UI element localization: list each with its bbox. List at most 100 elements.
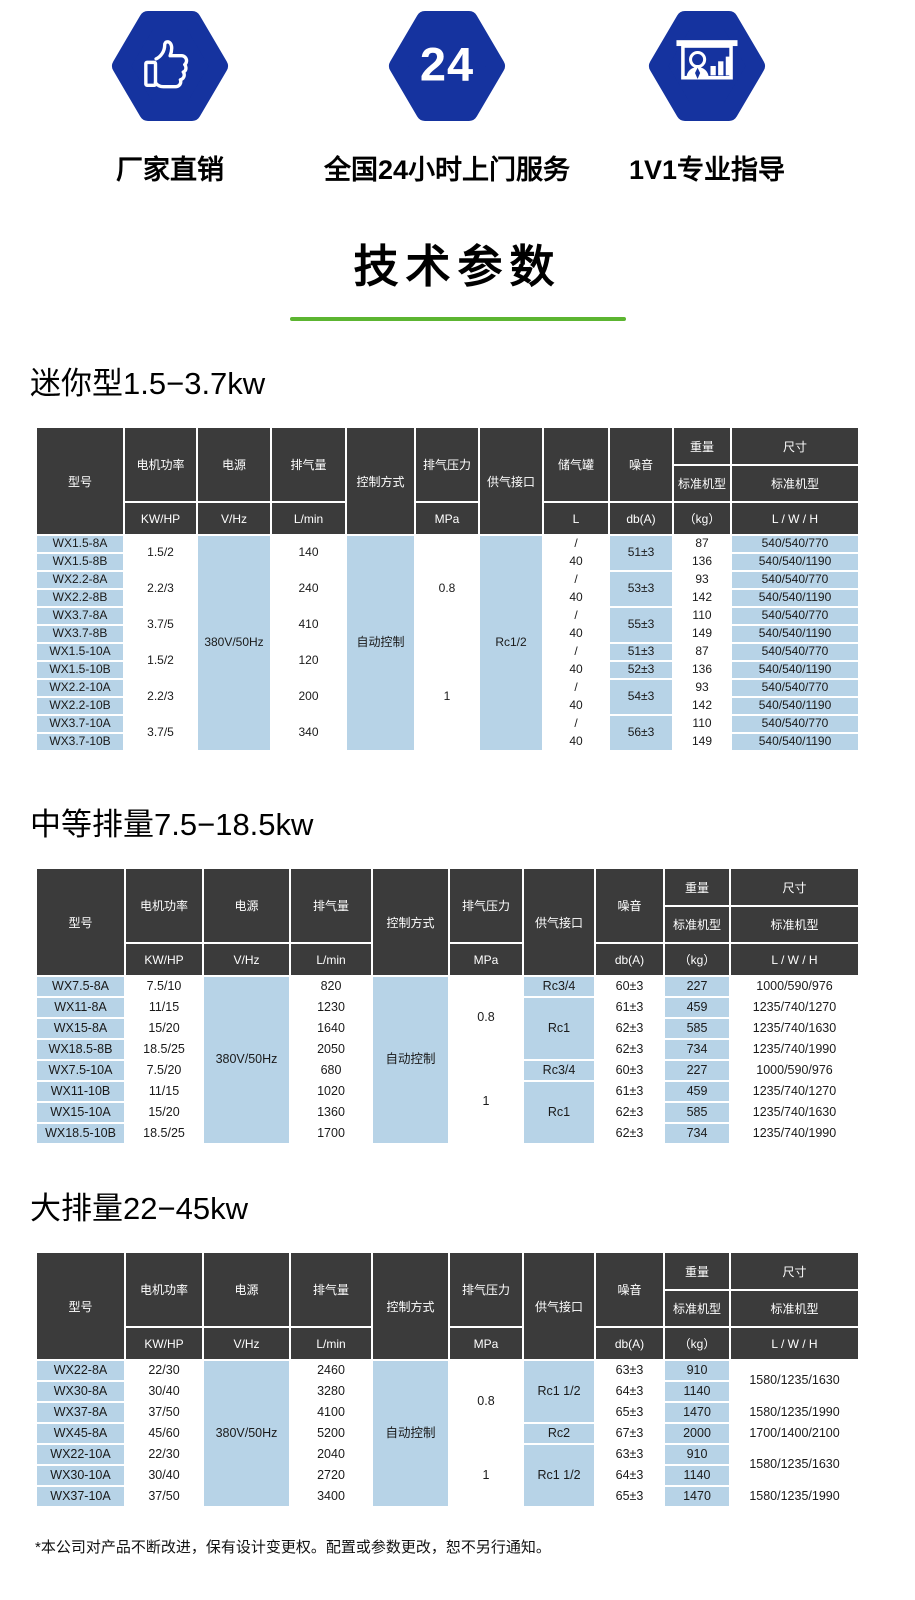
spec-header-cell: 排气量 [289, 1251, 373, 1328]
spec-cell: 2050 [289, 1038, 373, 1061]
table-header-row: 型号 电机功率 电源 排气量 控制方式 排气压力 供气接口 噪音 重量 尺寸 [35, 1251, 860, 1361]
table-row: WX45-8A 45/60 5200 Rc2 67±3 2000 1700/1400/210… [35, 1422, 860, 1445]
spec-cell: / [542, 714, 610, 734]
spec-header-cell: 标准机型 [663, 905, 731, 944]
spec-cell: WX3.7-10A [35, 714, 125, 734]
table-header-row: KW/HP V/Hz L/min MPa db(A) （kg） L / W / H [36, 942, 860, 977]
spec-header-cell: 重量 [663, 867, 731, 907]
spec-cell: 15/20 [124, 1101, 204, 1124]
spec-cell: 3.7/5 [123, 714, 198, 752]
spec-header-cell: （kg） [663, 1326, 731, 1361]
spec-cell: 142 [672, 696, 732, 716]
spec-cell: 1140 [663, 1380, 731, 1403]
spec-cell: Rc2 [522, 1422, 596, 1445]
spec-header-cell: L / W / H [729, 942, 860, 977]
table-row: WX11-8A 11/15 1230 Rc1 61±3 459 1235/740/1270 [35, 996, 860, 1061]
spec-cell: WX1.5-10A [35, 642, 125, 662]
spec-header-cell: 尺寸 [730, 426, 860, 466]
spec-cell: 1580/1235/1630 [729, 1359, 860, 1403]
spec-header-cell: 控制方式 [345, 426, 416, 536]
table-row: WX18.5-8B 18.5/25 2050 62±3 734 1235/740/1990 [35, 1038, 860, 1061]
title-underline [289, 317, 626, 321]
spec-cell: 3400 [289, 1485, 373, 1508]
spec-cell: 680 [289, 1059, 373, 1082]
spec-cell: 149 [672, 732, 732, 752]
spec-header-cell: 排气量 [289, 867, 373, 944]
spec-cell: 60±3 [594, 1059, 665, 1082]
spec-header-cell: 型号 [35, 867, 126, 977]
spec-cell: 1235/740/1270 [729, 1080, 860, 1103]
spec-cell: 1470 [663, 1401, 731, 1424]
spec-header-cell: 控制方式 [371, 1251, 450, 1361]
spec-cell: WX1.5-8A [35, 534, 125, 554]
spec-cell: 64±3 [594, 1464, 665, 1487]
spec-cell: 40 [542, 660, 610, 680]
spec-header-cell: 排气压力 [448, 867, 524, 944]
table-row: WX18.5-10B 18.5/25 1700 62±3 734 1235/740/199… [35, 1122, 860, 1145]
spec-cell: 380V/50Hz [196, 534, 272, 752]
spec-cell: 200 [270, 678, 347, 716]
spec-table: 型号 电机功率 电源 排气量 控制方式 排气压力 供气接口 噪音 重量 尺寸 标准机型 标准机型 KW/… [35, 867, 860, 1145]
spec-cell: 540/540/1190 [730, 588, 860, 608]
spec-header-cell: 标准机型 [730, 464, 860, 503]
spec-cell: 540/540/1190 [730, 696, 860, 716]
spec-cell: 380V/50Hz [202, 1359, 291, 1508]
spec-cell: 自动控制 [371, 975, 450, 1145]
table-row: WX7.5-10A 7.5/20 680 1 Rc3/4 60±3 227 1000/590/… [35, 1059, 860, 1145]
table-row: WX1.5-10B 40 52±3 136 540/540/1190 [35, 660, 860, 680]
section-heading: 中等排量7.5−18.5kw [30, 807, 314, 842]
spec-cell: 2040 [289, 1443, 373, 1466]
spec-cell: 1580/1235/1990 [729, 1401, 860, 1424]
spec-header-cell: 标准机型 [672, 464, 732, 503]
spec-header-cell: 尺寸 [729, 867, 860, 907]
spec-cell: / [542, 642, 610, 662]
spec-cell: WX2.2-8B [35, 588, 125, 608]
table-row: WX15-8A 15/20 1640 62±3 585 1235/740/1630 [35, 1017, 860, 1040]
spec-cell: 64±3 [594, 1380, 665, 1403]
section-heading: 大排量22−45kw [30, 1191, 248, 1226]
table-row: WX37-10A 37/50 3400 65±3 1470 1580/1235/1990 [35, 1485, 860, 1508]
table-row: WX3.7-8A 3.7/5 410 /55±3 110 540/540/770 [35, 606, 860, 644]
spec-header-cell: 排气压力 [414, 426, 480, 503]
spec-cell: 459 [663, 1080, 731, 1103]
table-header-row: 标准机型 标准机型 [36, 905, 860, 944]
spec-cell: 11/15 [124, 996, 204, 1019]
spec-cell: 62±3 [594, 1038, 665, 1061]
spec-cell: 53±3 [608, 570, 674, 608]
spec-cell: / [542, 534, 610, 554]
table-row: WX22-8A 22/30 380V/50Hz 2460 自动控制 0.8 Rc1 1/2 6… [35, 1359, 860, 1508]
spec-cell: WX2.2-8A [35, 570, 125, 590]
spec-cell: 585 [663, 1101, 731, 1124]
spec-cell: 540/540/1190 [730, 624, 860, 644]
table-row: WX1.5-8B 40 136 540/540/1190 [35, 552, 860, 572]
spec-cell: 1235/740/1990 [729, 1122, 860, 1145]
thumbs-up-icon [144, 40, 189, 89]
spec-cell: 61±3 [594, 1080, 665, 1103]
spec-cell: 62±3 [594, 1101, 665, 1124]
spec-cell: WX18.5-8B [35, 1038, 126, 1061]
spec-header-cell: V/Hz [196, 501, 272, 536]
section-mini: 迷你型1.5−3.7kw 型号 电机功率 电源 排气量 控制方式 排气压力 供气接口 储气罐噪… [0, 358, 915, 752]
spec-cell: 30/40 [124, 1464, 204, 1487]
spec-header-cell: db(A) [594, 1326, 665, 1361]
spec-header-cell: MPa [414, 501, 480, 536]
section-medium: 中等排量7.5−18.5kw 型号 电机功率 电源 排气量 控制方式 排气压力 供气接口 噪音… [0, 799, 915, 1145]
spec-header-cell: 供气接口 [478, 426, 544, 536]
spec-cell: 1 [414, 642, 480, 752]
spec-header-cell: 排气量 [270, 426, 347, 503]
table-header-row: 标准机型 标准机型 [36, 1289, 860, 1328]
spec-cell: 1235/740/1630 [729, 1017, 860, 1040]
spec-cell: WX18.5-10B [35, 1122, 126, 1145]
spec-cell: 37/50 [124, 1401, 204, 1424]
spec-cell: WX37-8A [35, 1401, 126, 1424]
spec-cell: 62±3 [594, 1122, 665, 1145]
spec-cell: 18.5/25 [124, 1122, 204, 1145]
spec-cell: 1 [448, 1059, 524, 1145]
spec-header-cell: 重量 [663, 1251, 731, 1291]
footnote: *本公司对产品不断改进，保有设计变更权。配置或参数更改，恕不另行通知。 [35, 1539, 551, 1556]
spec-header-cell: 电机功率 [124, 867, 204, 944]
section-heading: 迷你型1.5−3.7kw [30, 366, 266, 401]
table-row: WX1.5-10A 1.5/2 120 1/51±3 87 540/540/770 [35, 642, 860, 752]
spec-cell: 734 [663, 1038, 731, 1061]
